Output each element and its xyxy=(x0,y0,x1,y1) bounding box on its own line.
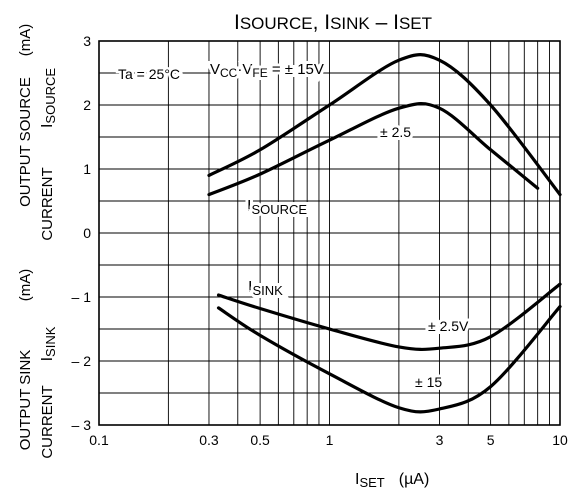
series-line-1 xyxy=(207,53,562,197)
title-sub-source: SOURCE xyxy=(240,14,313,33)
vcc-label: VCC·VFE = ± 15V xyxy=(210,61,324,80)
y-tick-label: 2 xyxy=(83,97,91,113)
y-tick-label: 3 xyxy=(83,33,91,49)
series-line-3 xyxy=(216,282,562,352)
x-label-sub: SET xyxy=(359,475,384,490)
isource-i: I xyxy=(247,198,251,215)
y-label-upper-line2: CURRENT xyxy=(39,167,56,240)
vcc-cc: CC xyxy=(220,66,238,80)
x-axis-label: ISET (µA) xyxy=(355,471,429,490)
x-label-unit: (µA) xyxy=(399,471,430,488)
x-tick-label: 0.1 xyxy=(89,432,109,448)
vcc-dot: ·V xyxy=(237,61,252,78)
y-label-lower-isink-group: ISINK xyxy=(39,326,58,361)
isink-i: I xyxy=(248,279,252,296)
y-label-upper-line1: OUTPUT SOURCE xyxy=(17,77,34,207)
y-label-lower-unit: (mA) xyxy=(17,269,34,302)
y-label-lower-line2: CURRENT xyxy=(39,385,56,458)
y-label-lower-group: OUTPUT SINK xyxy=(17,350,34,451)
plot-grid xyxy=(99,41,560,425)
y-label-upper-i: I xyxy=(39,124,56,128)
isink-label: ISINK xyxy=(248,279,283,298)
series-line-4 xyxy=(216,305,562,414)
y-tick-label: 1 xyxy=(83,161,91,177)
pm15-label: ± 15 xyxy=(415,374,442,390)
y-tick-labels: 3 2 1 0 – 1 – 2 – 3 xyxy=(72,33,92,433)
isource-label: ISOURCE xyxy=(247,198,307,217)
title-i1: I xyxy=(234,11,240,34)
y-label-lower-line1: OUTPUT SINK xyxy=(17,350,34,451)
y-tick-label: 0 xyxy=(83,225,91,241)
y-label-upper-sub: SOURCE xyxy=(43,68,58,124)
y-label-lower-sub: SINK xyxy=(43,326,58,357)
title-sub-sink: SINK xyxy=(330,14,370,33)
chart-title: ISOURCE, ISINK – ISET xyxy=(234,11,432,34)
title-i3: – I xyxy=(370,11,399,34)
x-tick-label: 3 xyxy=(436,432,444,448)
x-tick-label: 1 xyxy=(326,432,334,448)
y-label-upper-unit: (mA) xyxy=(17,24,34,57)
title-sub-set: SET xyxy=(399,14,432,33)
y-label-upper: OUTPUT SOURCE xyxy=(17,77,34,207)
y-label-lower-i: I xyxy=(39,357,56,361)
y-tick-label: – 1 xyxy=(72,289,92,305)
plot-frame xyxy=(98,40,561,426)
vcc-v: V xyxy=(210,61,220,78)
y-tick-label: – 3 xyxy=(72,417,92,433)
y-label-lower-unit-group: (mA) xyxy=(17,269,34,302)
y-label-upper-line2-group: CURRENT xyxy=(39,167,56,240)
pm25v-label: ± 2.5V xyxy=(428,318,469,334)
x-tick-label: 0.3 xyxy=(199,432,219,448)
pm25-label: ± 2.5 xyxy=(380,124,411,140)
y-label-upper-isource: ISOURCE xyxy=(39,68,58,128)
x-tick-label: 0.5 xyxy=(250,432,270,448)
y-label-upper-isource-group: ISOURCE xyxy=(39,68,58,128)
x-tick-labels: 0.1 0.3 0.5 1 3 5 10 xyxy=(89,432,568,448)
vcc-fe: FE xyxy=(252,66,267,80)
y-label-upper-unit-group: (mA) xyxy=(17,24,34,57)
vcc-rest: = ± 15V xyxy=(268,61,324,78)
y-label-lower-line2-group: CURRENT xyxy=(39,385,56,458)
condition-label: Ta = 25°C xyxy=(118,66,180,82)
x-tick-label: 10 xyxy=(552,432,568,448)
title-i2: , I xyxy=(313,11,331,34)
y-tick-label: – 2 xyxy=(72,353,92,369)
series-curves xyxy=(207,53,562,414)
x-label-i: I xyxy=(355,471,359,488)
y-label-lower-isink: ISINK xyxy=(39,326,58,361)
isource-sub: SOURCE xyxy=(251,202,307,217)
x-tick-label: 5 xyxy=(487,432,495,448)
series-line-2 xyxy=(207,102,540,197)
isink-sub: SINK xyxy=(252,283,283,298)
